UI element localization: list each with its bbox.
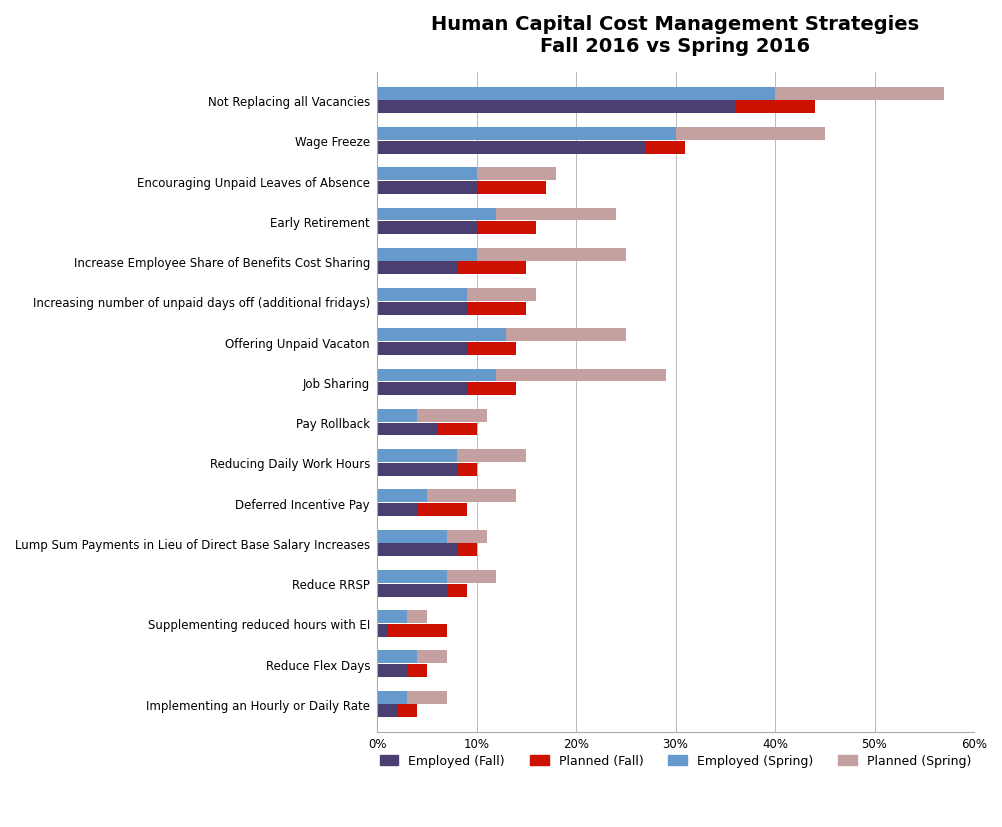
Bar bbox=[457, 463, 477, 476]
Bar bbox=[377, 664, 407, 677]
Bar bbox=[645, 141, 685, 155]
Bar bbox=[775, 88, 944, 101]
Bar bbox=[377, 128, 675, 141]
Bar bbox=[377, 705, 397, 718]
Bar bbox=[377, 141, 645, 155]
Title: Human Capital Cost Management Strategies
Fall 2016 vs Spring 2016: Human Capital Cost Management Strategies… bbox=[432, 15, 920, 56]
Bar bbox=[377, 450, 457, 462]
Bar bbox=[377, 409, 417, 423]
Bar bbox=[377, 571, 447, 583]
Bar bbox=[377, 369, 496, 382]
Bar bbox=[377, 383, 467, 395]
Bar bbox=[496, 208, 616, 221]
Bar bbox=[506, 329, 626, 342]
Bar bbox=[457, 262, 526, 275]
Bar bbox=[377, 691, 407, 704]
Bar bbox=[427, 490, 516, 503]
Bar bbox=[377, 342, 467, 356]
Bar bbox=[377, 101, 735, 114]
Bar bbox=[377, 182, 477, 194]
Bar bbox=[377, 208, 496, 221]
Bar bbox=[377, 651, 417, 663]
Bar bbox=[377, 248, 477, 261]
Bar bbox=[407, 610, 427, 624]
Bar bbox=[377, 423, 437, 436]
Bar bbox=[477, 168, 556, 181]
Bar bbox=[377, 262, 457, 275]
Bar bbox=[467, 303, 526, 315]
Bar bbox=[377, 222, 477, 235]
Bar bbox=[447, 530, 487, 543]
Bar bbox=[407, 691, 447, 704]
Bar bbox=[377, 610, 407, 624]
Bar bbox=[735, 101, 815, 114]
Bar bbox=[407, 664, 427, 677]
Bar bbox=[377, 329, 506, 342]
Bar bbox=[377, 624, 387, 637]
Bar bbox=[457, 450, 526, 462]
Bar bbox=[496, 369, 665, 382]
Bar bbox=[437, 423, 477, 436]
Bar bbox=[477, 182, 546, 194]
Bar bbox=[447, 584, 467, 597]
Bar bbox=[377, 303, 467, 315]
Bar bbox=[467, 342, 516, 356]
Bar bbox=[457, 543, 477, 557]
Bar bbox=[377, 530, 447, 543]
Bar bbox=[417, 651, 447, 663]
Bar bbox=[467, 289, 536, 302]
Bar bbox=[377, 490, 427, 503]
Bar bbox=[377, 289, 467, 302]
Bar bbox=[675, 128, 825, 141]
Bar bbox=[417, 409, 487, 423]
Bar bbox=[397, 705, 417, 718]
Bar bbox=[377, 88, 775, 101]
Bar bbox=[377, 543, 457, 557]
Bar bbox=[377, 463, 457, 476]
Bar bbox=[477, 248, 626, 261]
Bar bbox=[377, 504, 417, 516]
Bar bbox=[447, 571, 496, 583]
Bar bbox=[417, 504, 467, 516]
Bar bbox=[377, 168, 477, 181]
Bar bbox=[387, 624, 447, 637]
Bar bbox=[467, 383, 516, 395]
Bar bbox=[477, 222, 536, 235]
Legend: Employed (Fall), Planned (Fall), Employed (Spring), Planned (Spring): Employed (Fall), Planned (Fall), Employe… bbox=[375, 749, 977, 772]
Bar bbox=[377, 584, 447, 597]
